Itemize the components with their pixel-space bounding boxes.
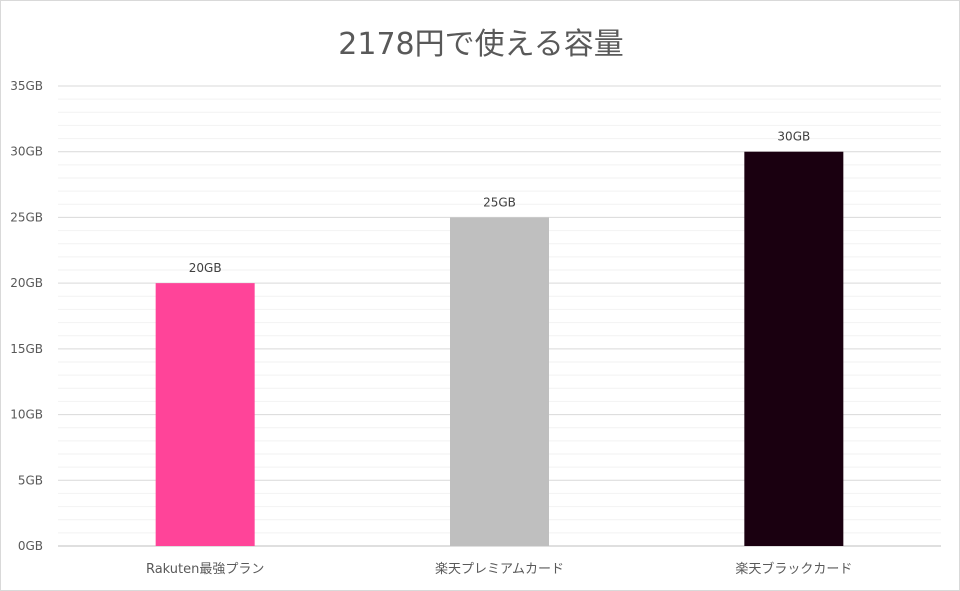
- data-label: 30GB: [777, 130, 810, 144]
- y-tick-label: 20GB: [10, 276, 43, 290]
- y-tick-label: 15GB: [10, 342, 43, 356]
- bar: [155, 283, 255, 546]
- bars: [155, 151, 844, 546]
- data-label: 25GB: [483, 195, 516, 209]
- chart-title: 2178円で使える容量: [338, 27, 624, 62]
- bar: [744, 151, 844, 546]
- y-axis-tick-labels: 0GB 5GB 10GB 15GB 20GB 25GB 30GB 35GB: [10, 79, 43, 553]
- bar: [450, 217, 549, 546]
- data-labels: 20GB 25GB 30GB: [189, 130, 810, 275]
- x-axis-tick-labels: Rakuten最強プラン 楽天プレミアムカード 楽天ブラックカード: [146, 561, 852, 577]
- data-label: 20GB: [189, 261, 222, 275]
- y-tick-label: 35GB: [10, 79, 43, 93]
- y-tick-label: 30GB: [10, 145, 43, 159]
- x-tick-label: 楽天ブラックカード: [735, 561, 852, 577]
- y-tick-label: 0GB: [18, 539, 43, 553]
- y-tick-label: 10GB: [10, 408, 43, 422]
- x-tick-label: Rakuten最強プラン: [146, 562, 264, 577]
- x-tick-label: 楽天プレミアムカード: [435, 561, 564, 577]
- y-tick-label: 5GB: [18, 473, 43, 487]
- y-tick-label: 25GB: [10, 210, 43, 224]
